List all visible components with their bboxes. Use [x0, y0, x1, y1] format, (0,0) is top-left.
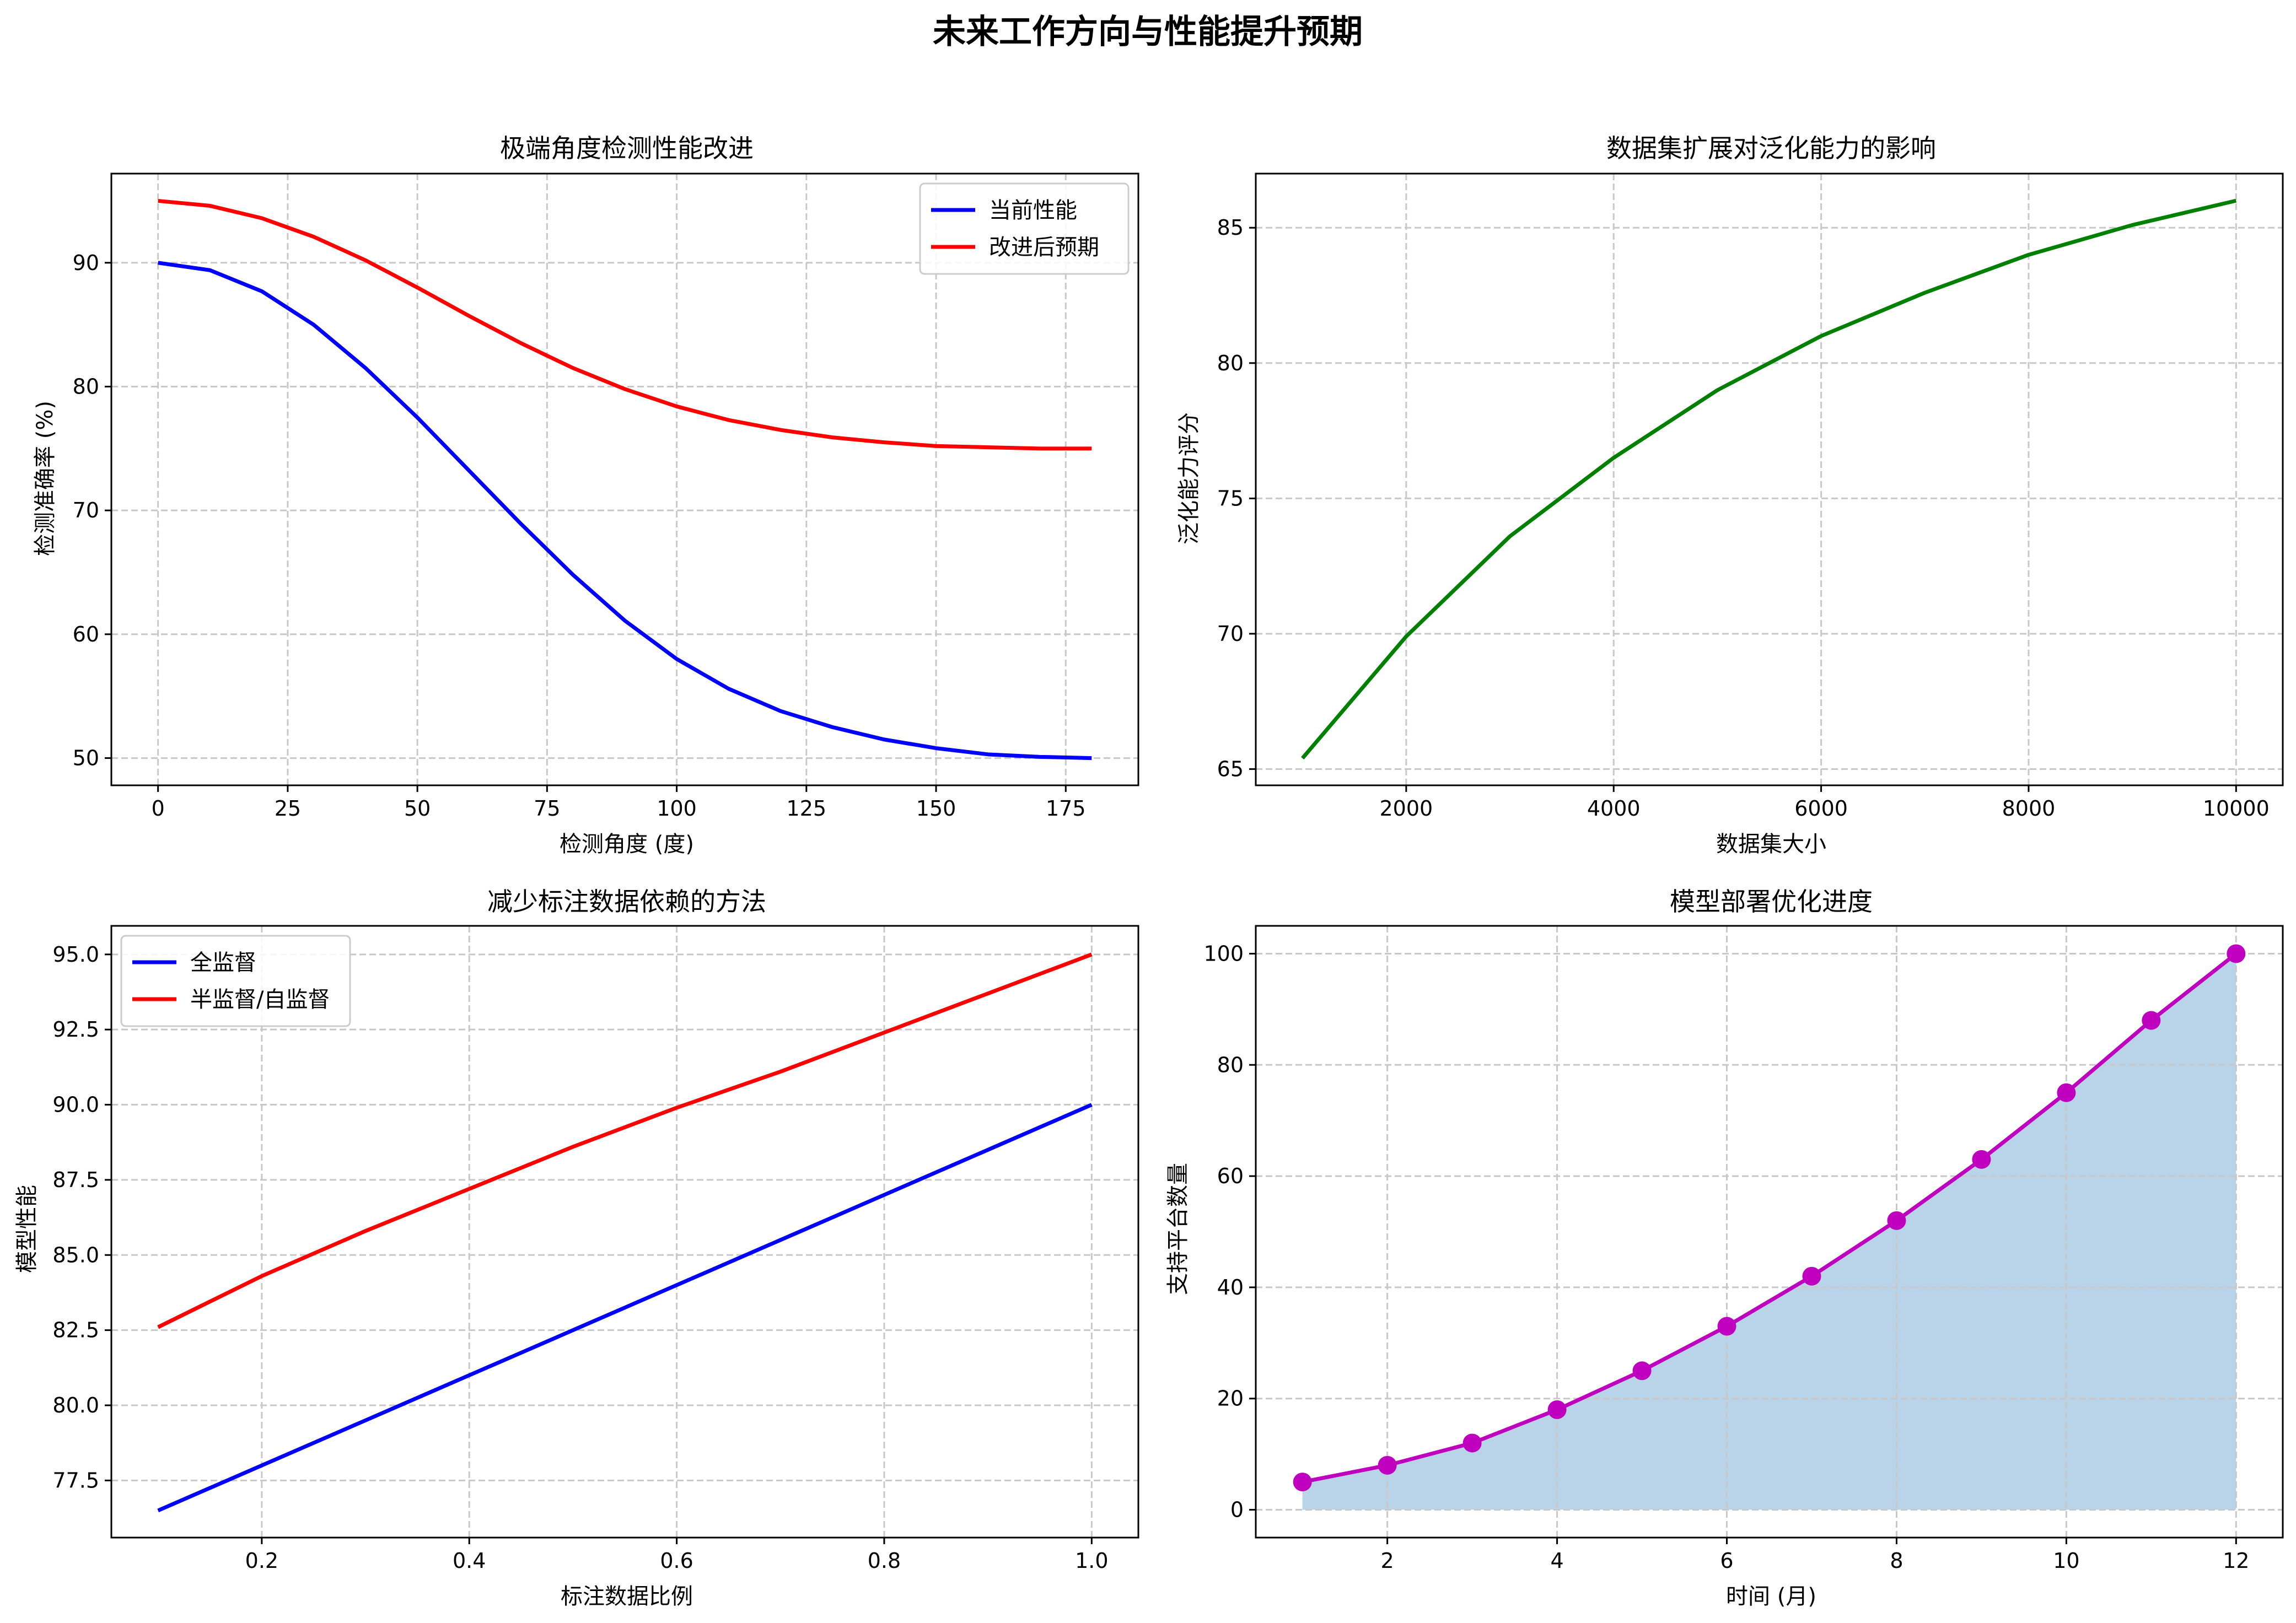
chart-1-series-line-2 [158, 198, 1092, 451]
chart-1-ytick-label: 50 [73, 746, 99, 770]
chart-3-ytick-label: 90.0 [52, 1093, 99, 1117]
chart-1-ytick-label: 70 [73, 498, 99, 522]
chart-1-title: 极端角度检测性能改进 [500, 133, 754, 163]
chart-2-ytick-label: 75 [1217, 486, 1244, 510]
chart-2-ylabel: 泛化能力评分 [1176, 412, 1202, 544]
chart-3-legend [120, 935, 351, 1027]
chart-3-ytick-label: 95.0 [52, 942, 99, 967]
chart-3-xtick-label: 0.2 [245, 1549, 278, 1573]
chart-4-point [1802, 1266, 1821, 1286]
chart-2-ytick-label: 65 [1217, 757, 1244, 781]
chart-3-ytick-label: 77.5 [52, 1468, 99, 1492]
chart-2-xtick-label: 4000 [1587, 796, 1641, 821]
chart-3-series-line-1 [157, 1103, 1093, 1513]
chart-4-point [1632, 1361, 1652, 1381]
chart-1-ytick-label: 80 [73, 374, 99, 398]
chart-1-xtick-label: 25 [275, 796, 301, 821]
chart-4-xtick-label: 2 [1381, 1549, 1394, 1573]
chart-1-legend-label: 当前性能 [989, 198, 1077, 223]
chart-3-ylabel: 模型性能 [14, 1185, 40, 1273]
chart-4-xtick-label: 10 [2053, 1549, 2079, 1573]
chart-2: 数据集扩展对泛化能力的影响 数据集大小 泛化能力评分 2000 4000 6000 8… [1176, 133, 2284, 857]
chart-1-ytick-label: 60 [73, 622, 99, 646]
chart-3-ytick-label: 80.0 [52, 1393, 99, 1417]
chart-3-legend-label: 半监督/自监督 [190, 987, 330, 1012]
chart-1-legend-label: 改进后预期 [989, 235, 1099, 260]
chart-2-xtick-label: 10000 [2203, 796, 2270, 821]
chart-4-point [1293, 1473, 1312, 1492]
chart-3-ytick-label: 92.5 [52, 1017, 99, 1042]
chart-3: 减少标注数据依赖的方法 标注数据比例 模型性能 0.2 0.4 0.6 0.8 1.0 7… [14, 887, 1139, 1609]
chart-4-xtick-label: 12 [2223, 1549, 2249, 1573]
chart-4-ytick-label: 60 [1217, 1164, 1244, 1188]
chart-2-title: 数据集扩展对泛化能力的影响 [1606, 133, 1936, 163]
chart-3-xtick-label: 0.8 [868, 1549, 901, 1573]
chart-4-ytick-label: 0 [1230, 1498, 1244, 1522]
chart-4-point [2142, 1011, 2161, 1030]
chart-1-xtick-label: 50 [404, 796, 431, 821]
chart-4-xtick-label: 8 [1890, 1549, 1903, 1573]
chart-1-xtick-label: 175 [1046, 796, 1086, 821]
chart-1-ytick-label: 90 [73, 251, 99, 275]
chart-4-point [1378, 1455, 1397, 1475]
chart-4-point [2227, 944, 2246, 963]
chart-4-point [1972, 1150, 1991, 1169]
chart-4-ytick-label: 40 [1217, 1275, 1244, 1300]
chart-3-ytick-label: 82.5 [52, 1318, 99, 1342]
chart-4-point [2057, 1083, 2076, 1102]
chart-3-title: 减少标注数据依赖的方法 [487, 887, 766, 916]
chart-1-xtick-label: 75 [534, 796, 560, 821]
chart-4-xtick-label: 6 [1720, 1549, 1733, 1573]
chart-2-ytick-label: 70 [1217, 622, 1244, 646]
chart-1-xtick-label: 0 [152, 796, 165, 821]
chart-1-legend [919, 182, 1130, 275]
chart-4: 模型部署优化进度 时间 (月) 支持平台数量 2 4 6 8 10 12 0 20 40 60 80… [1165, 887, 2284, 1609]
chart-3-ytick-label: 87.5 [52, 1168, 99, 1192]
chart-4-xtick-label: 4 [1550, 1549, 1563, 1573]
chart-4-point [1887, 1211, 1906, 1230]
chart-2-ytick-label: 85 [1217, 215, 1244, 240]
chart-1-xtick-label: 100 [657, 796, 697, 821]
chart-1: 极端角度检测性能改进 检测角度 (度) 检测准确率 (%) 0 25 50 75 100… [33, 133, 1139, 857]
chart-4-title: 模型部署优化进度 [1670, 887, 1873, 916]
chart-1-series-line-1 [158, 261, 1092, 761]
chart-2-xlabel: 数据集大小 [1716, 832, 1826, 857]
chart-1-xtick-label: 125 [787, 796, 827, 821]
chart-3-xtick-label: 1.0 [1075, 1549, 1108, 1573]
chart-3-xtick-label: 0.4 [453, 1549, 486, 1573]
figure-title: 未来工作方向与性能提升预期 [933, 13, 1363, 51]
chart-4-ytick-label: 80 [1217, 1053, 1244, 1077]
chart-3-xlabel: 标注数据比例 [561, 1584, 693, 1609]
chart-2-axes-frame [1255, 172, 2284, 786]
chart-3-ytick-label: 85.0 [52, 1243, 99, 1267]
chart-4-ytick-label: 20 [1217, 1387, 1244, 1411]
chart-3-xtick-label: 0.6 [660, 1549, 693, 1573]
chart-4-series-line-1 [1302, 952, 2238, 1484]
chart-1-ylabel: 检测准确率 (%) [33, 401, 58, 556]
chart-2-ytick-label: 80 [1217, 351, 1244, 375]
chart-3-axes-frame [110, 925, 1139, 1539]
chart-2-xtick-label: 6000 [1794, 796, 1848, 821]
chart-4-ytick-label: 100 [1203, 941, 1244, 966]
chart-2-xtick-label: 8000 [2002, 796, 2056, 821]
chart-1-xlabel: 检测角度 (度) [560, 832, 694, 857]
chart-3-series-line-2 [157, 952, 1093, 1329]
chart-2-series-line-1 [1301, 198, 2237, 760]
chart-1-axes-frame [110, 172, 1139, 786]
chart-4-point [1462, 1433, 1482, 1453]
chart-4-xlabel: 时间 (月) [1726, 1584, 1816, 1609]
chart-4-ylabel: 支持平台数量 [1165, 1163, 1191, 1295]
chart-4-axes-frame [1255, 925, 2284, 1539]
chart-4-point [1547, 1400, 1567, 1419]
chart-3-legend-label: 全监督 [190, 950, 256, 975]
chart-4-point [1717, 1317, 1736, 1336]
chart-1-xtick-label: 150 [916, 796, 956, 821]
chart-2-xtick-label: 2000 [1380, 796, 1433, 821]
chart-4-area-fill [1302, 953, 2236, 1510]
